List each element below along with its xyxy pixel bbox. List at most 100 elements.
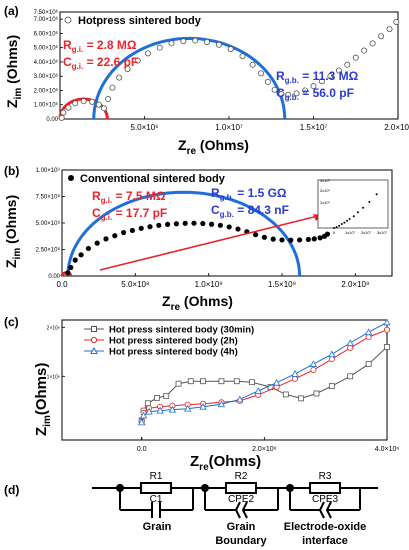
panel-c-y-axis-label: Zim(Ohms): [33, 363, 53, 436]
panel-a-data-point: [227, 46, 234, 53]
panel-c-point-triangle: [364, 328, 373, 336]
panel-c-point-square: [298, 395, 305, 402]
panel-b-inset-point: [362, 206, 365, 209]
panel-b-inset-xtick: 1x10⁷: [345, 230, 356, 235]
panel-c-point-circle: [328, 356, 335, 363]
panel-b-inset-ytick: 3x10⁷: [320, 178, 331, 183]
panel-c-point-triangle: [217, 400, 226, 408]
panel-a-data-point: [124, 66, 131, 73]
panel-a-x-ticks: 5.0×10⁶ 1.0×10⁷ 1.5×10⁷ 2.0×10⁷: [131, 116, 409, 132]
panel-b-cgi-annotation: Cg.i. = 17.7 pF: [92, 206, 167, 222]
cpe3-element: [318, 501, 325, 519]
panel-a-y-tick-label: 7.50×10⁶: [34, 9, 59, 16]
panel-a-cgb-annotation: Cg.b. = 56.0 pF: [276, 86, 354, 102]
panel-c-point-square: [365, 361, 372, 367]
c1-label: C1: [150, 494, 163, 505]
panel-c-point-triangle: [346, 339, 354, 346]
equivalent-circuit: (d): [4, 471, 378, 547]
panel-a-data-points: [58, 18, 400, 121]
panel-c-point-triangle: [272, 378, 281, 386]
panel-b-y-tick-label: 0.00: [48, 274, 60, 280]
r3-resistor: [309, 482, 341, 494]
panel-b-data-point: [156, 222, 162, 228]
panel-b-label: (b): [4, 164, 19, 178]
panel-a-data-point: [215, 41, 222, 48]
panel-b-data-point: [317, 235, 323, 241]
panel-c-point-triangle: [138, 418, 146, 426]
panel-a-data-point: [239, 53, 246, 60]
panel-b-inset: 1x10⁷ 2x10⁷ 3x10⁷ 0 1x10⁷ 2x10⁷ 3x10⁷: [317, 178, 389, 235]
panel-c-x-tick-label: 2.0×10⁶: [252, 446, 277, 453]
panel-a-data-point: [95, 101, 102, 108]
panel-a-grain-boundary-fit-arc: [92, 36, 287, 120]
panel-a-data-point: [278, 91, 285, 98]
panel-b-grain-boundary-fit-arc: [66, 190, 302, 277]
panel-c-series: [138, 318, 391, 440]
panel-b-data-point: [112, 233, 118, 239]
panel-a-y-tick-label: 4.00×10⁶: [34, 59, 59, 66]
panel-b-y-ticks: 0.00 2.50×10⁸ 5.00×10⁸ 7.50×10⁸ 1.00×10⁹: [36, 167, 65, 280]
panel-c-point-circle: [292, 375, 299, 382]
panel-c-point-square: [282, 391, 289, 398]
panel-b-data-point: [129, 227, 135, 234]
panel-a-data-point: [80, 98, 87, 105]
panel-b-data-point: [103, 236, 109, 242]
panel-b-data-point: [147, 224, 153, 230]
panel-a-data-point: [144, 50, 151, 57]
panel-c-point-square: [187, 378, 194, 385]
panel-c-axes-frame: [61, 319, 388, 441]
panel-c-point-circle: [365, 334, 372, 341]
panel-b-data-point: [279, 237, 285, 243]
panel-b-data-point: [324, 231, 331, 237]
panel-c-point-circle: [310, 366, 317, 373]
panel-c-point-triangle: [236, 395, 244, 403]
caption-electrode-line1: Electrode-oxide: [284, 521, 367, 533]
panel-c-point-triangle: [254, 387, 262, 394]
panel-a-y-tick-label: 2.00×10⁶: [34, 87, 59, 94]
panel-b-y-axis-label: Zim (Ohms): [3, 195, 23, 268]
panel-c-point-square: [384, 344, 390, 350]
panel-c-point-triangle: [291, 370, 299, 377]
panel-a-data-point: [89, 98, 96, 105]
caption-electrode-line2: interface: [302, 535, 348, 547]
panel-b-inset-point: [346, 219, 348, 222]
panel-c-point-square: [249, 379, 255, 386]
panel-a-data-point: [249, 61, 256, 68]
panel-c-point-square: [200, 378, 206, 385]
panel-a-data-point: [156, 44, 163, 51]
panel-b-inset-ytick: 1x10⁷: [320, 200, 331, 205]
r1-resistor: [140, 482, 172, 494]
panel-c-point-square: [175, 380, 182, 387]
panel-c-legend-label: Hot press sintered body (4h): [109, 347, 238, 358]
panel-c-legend: Hot press sintered body (30min)Hot press…: [84, 325, 254, 358]
panel-a-y-tick-label: 3.00×10⁶: [34, 73, 59, 80]
panel-c-point-square: [154, 394, 160, 401]
panel-c-point-square: [218, 378, 225, 385]
panel-a-data-point: [310, 83, 317, 90]
panel-b-x-tick-label: 1.5×10⁹: [268, 280, 296, 289]
panel-c-legend-marker: [90, 336, 98, 344]
panel-a-y-tick-label: 5.00×10⁶: [34, 45, 59, 52]
panel-b-x-tick-label: 1.0×10⁹: [195, 280, 223, 289]
circuit-element-electrode-interface: [286, 482, 361, 519]
circuit-element-grain-boundary: [201, 482, 279, 519]
caption-grain-boundary-line1: Grain: [227, 521, 256, 533]
panel-c-point-triangle: [156, 406, 164, 414]
panel-a-data-point: [386, 26, 393, 33]
panel-a-y-tick-label: 7.00×10⁶: [34, 16, 59, 23]
panel-b-data-point: [270, 236, 276, 242]
panel-c-label: (c): [4, 315, 19, 329]
panel-a-data-point: [192, 37, 199, 44]
panel-a-rgi-annotation: Rg.i. = 2.8 MΩ: [63, 38, 137, 54]
panel-b-inset-xtick: 3x10⁷: [377, 230, 388, 235]
r3-label: R3: [319, 471, 332, 482]
r1-label: R1: [150, 471, 163, 482]
panel-a-y-tick-label: 6.00×10⁶: [34, 30, 59, 37]
panel-a-label: (a): [4, 4, 19, 18]
panel-a-legend: Hotpress sintered body: [78, 15, 202, 27]
panel-a: (a) 0.00 1.00×10⁶ 2.00×10⁶ 3.00×10⁶ 4.00×10⁶…: [4, 4, 409, 157]
panel-b-data-point: [78, 252, 84, 258]
cpe2-label: CPE2: [228, 494, 255, 505]
panel-b-cgb-annotation: Cg.b. = 84.3 nF: [211, 203, 289, 219]
